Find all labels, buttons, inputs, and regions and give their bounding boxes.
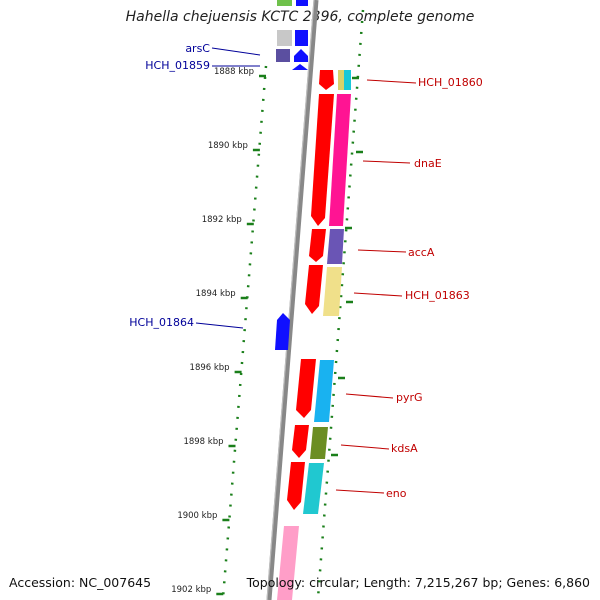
scale-tick-label: 1898 kbp xyxy=(183,437,223,447)
gene-HCH-01864 xyxy=(275,313,290,350)
gene-HCH-01863 xyxy=(305,265,323,314)
guide-dots xyxy=(221,9,365,599)
gene-HCH-01860 xyxy=(319,70,334,90)
gene-eno xyxy=(287,462,305,510)
inner-guide-dots xyxy=(221,65,268,599)
forward-strand-genes xyxy=(277,70,351,600)
cog-block-eno xyxy=(303,463,324,514)
top-partial-features xyxy=(276,0,308,70)
leader-accA xyxy=(357,249,407,253)
scale-tick-label: 1888 kbp xyxy=(214,67,254,77)
scale-tick-label: 1902 kbp xyxy=(171,585,211,595)
gene-accA xyxy=(309,229,326,262)
gene-block xyxy=(277,0,292,6)
label-leaders xyxy=(195,47,417,494)
scale-tick-label: 1896 kbp xyxy=(190,363,230,373)
label-HCH-01859[interactable]: HCH_01859 xyxy=(145,59,210,72)
accession-text: Accession: NC_007645 xyxy=(9,575,152,590)
leader-eno xyxy=(335,489,385,494)
label-eno[interactable]: eno xyxy=(386,487,407,500)
label-arsC[interactable]: arsC xyxy=(185,42,210,55)
gene-kdsA xyxy=(292,425,309,458)
leader-pyrG xyxy=(345,393,394,399)
label-accA[interactable]: accA xyxy=(408,246,435,259)
leader-arsC xyxy=(211,47,261,56)
cog-block-pyrG xyxy=(314,360,334,422)
label-dnaE[interactable]: dnaE xyxy=(414,157,442,170)
label-HCH-01863[interactable]: HCH_01863 xyxy=(405,289,470,302)
gene-pyrG xyxy=(296,359,316,418)
scale-tick-label: 1900 kbp xyxy=(177,511,217,521)
genome-backbone xyxy=(266,0,319,600)
leader-HCH-01864 xyxy=(195,322,244,329)
scale-tick-label: 1892 kbp xyxy=(202,215,242,225)
leader-dnaE xyxy=(362,160,411,164)
leader-HCH-01860 xyxy=(366,79,417,84)
cog-HCH-01860 xyxy=(338,70,344,90)
gene-labels: arsC HCH_01859 HCH_01864 HCH_01860 dnaE … xyxy=(129,42,482,500)
scale-tick-label: 1894 kbp xyxy=(196,289,236,299)
cog-block-HCH-01863 xyxy=(323,267,342,316)
gene-block xyxy=(277,30,292,46)
gene-block xyxy=(295,30,308,46)
scale-tick-label: 1890 kbp xyxy=(208,141,248,151)
gene-block xyxy=(296,0,308,6)
leader-kdsA xyxy=(340,444,390,450)
gene-dnaE xyxy=(311,94,334,226)
gene-arrow-arsC xyxy=(294,49,308,62)
backbone-highlight xyxy=(266,0,315,600)
cog-block-kdsA xyxy=(310,427,328,459)
topology-text: Topology: circular; Length: 7,215,267 bp… xyxy=(246,575,590,590)
gene-bottom-partial xyxy=(277,526,299,600)
leader-HCH-01863 xyxy=(353,292,403,297)
cog-block-dnaE xyxy=(329,94,351,226)
scale-ticks: 1888 kbp 1890 kbp 1892 kbp 1894 kbp 1896 kbp… xyxy=(171,67,363,596)
cog-block-accA xyxy=(327,229,344,264)
cog-HCH-01860b xyxy=(344,70,351,90)
gene-block-arsC-cog xyxy=(276,49,290,62)
gene-arrow-HCH01859 xyxy=(292,64,308,70)
map-title: Hahella chejuensis KCTC 2396, complete g… xyxy=(125,9,475,25)
label-HCH-01864[interactable]: HCH_01864 xyxy=(129,316,194,329)
label-HCH-01860[interactable]: HCH_01860 xyxy=(418,76,483,89)
label-pyrG[interactable]: pyrG xyxy=(396,391,423,404)
label-kdsA[interactable]: kdsA xyxy=(391,442,418,455)
